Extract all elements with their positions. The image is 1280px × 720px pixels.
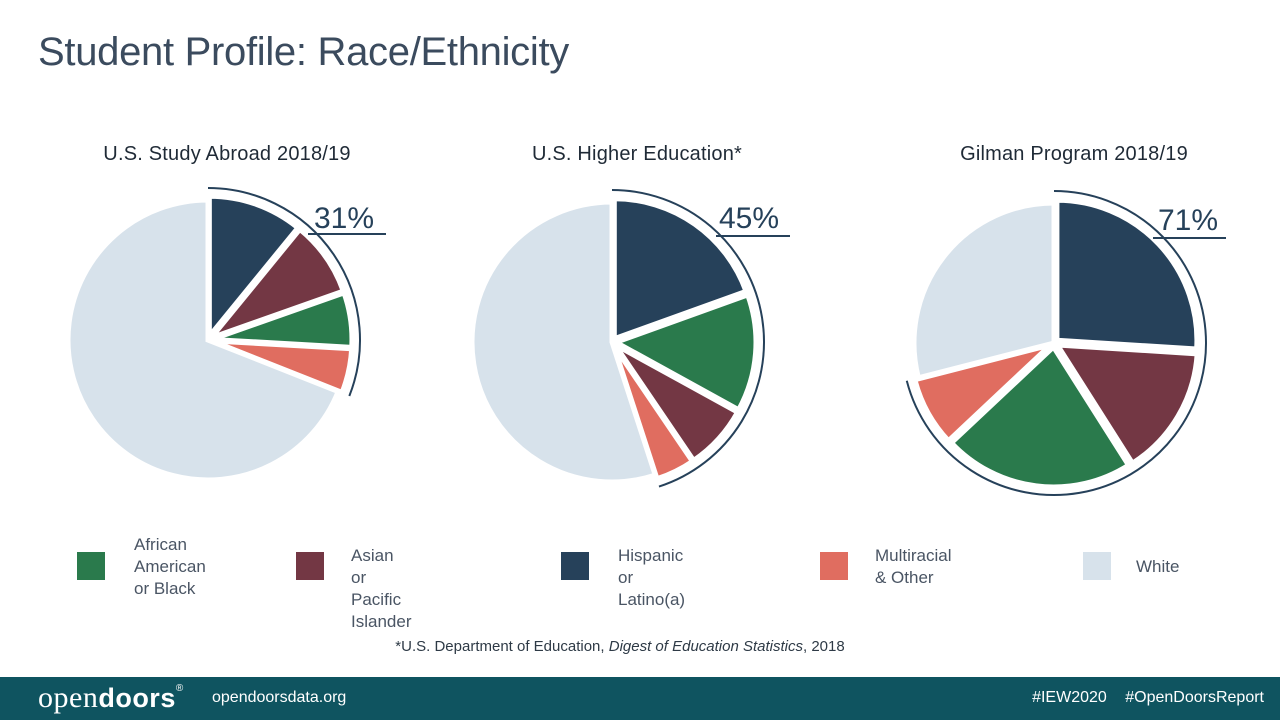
- hashtags: #IEW2020 #OpenDoorsReport: [1018, 689, 1264, 707]
- legend-label-african-american: African American or Black: [134, 535, 206, 598]
- legend-swatch-multiracial: [820, 552, 848, 580]
- pie-2-slice-multiracial: [911, 342, 1053, 445]
- legend-swatch-white: [1083, 552, 1111, 580]
- legend-label-white: White: [1136, 557, 1180, 576]
- logo-text-doors: doors: [98, 683, 176, 713]
- pie-2-bracket: [905, 190, 1207, 496]
- footer-bar: opendoors® opendoorsdata.org #IEW2020 #O…: [0, 677, 1280, 720]
- legend-label-multiracial: Multiracial & Other: [875, 546, 952, 587]
- pie-0-slice-hispanic: [206, 193, 302, 344]
- pie-1-slice-hispanic: [611, 196, 750, 343]
- registered-mark: ®: [175, 683, 184, 694]
- chart-title-study-abroad: U.S. Study Abroad 2018/19: [103, 143, 351, 165]
- pie-0-bracket: [207, 187, 361, 397]
- legend-swatch-asian-pacific: [296, 552, 324, 580]
- pie-1-percent-label: 45%: [719, 202, 779, 235]
- footnote-prefix: *U.S. Department of Education,: [395, 638, 609, 655]
- footnote: *U.S. Department of Education, Digest of…: [0, 638, 1240, 655]
- page-title: Student Profile: Race/Ethnicity: [38, 30, 569, 74]
- hashtag-iew: #IEW2020: [1032, 689, 1107, 706]
- pie-2-slice-african-american: [947, 343, 1132, 490]
- pie-1-slice-white: [469, 199, 659, 485]
- legend-swatch-african-american: [77, 552, 105, 580]
- pie-2-slice-white: [911, 200, 1057, 381]
- legend-swatch-hispanic: [561, 552, 589, 580]
- chart-title-higher-education: U.S. Higher Education*: [531, 143, 743, 165]
- pie-0-slice-white: [65, 197, 342, 483]
- logo-text-open: open: [38, 681, 99, 714]
- hashtag-opendoors: #OpenDoorsReport: [1125, 689, 1264, 706]
- pie-1-slice-multiracial: [611, 344, 696, 482]
- footnote-suffix: , 2018: [803, 638, 845, 655]
- legend-label-hispanic: Hispanic or Latino(a): [618, 546, 686, 609]
- site-link[interactable]: opendoorsdata.org: [212, 689, 347, 706]
- footnote-source: Digest of Education Statistics: [608, 638, 803, 655]
- pie-1-slice-african-american: [609, 291, 759, 414]
- pie-0-percent-label: 31%: [314, 202, 374, 235]
- pie-charts: 31% 45% 71%: [65, 187, 1226, 496]
- pie-2-percent-label: 71%: [1158, 204, 1218, 237]
- chart-title-gilman: Gilman Program 2018/19: [960, 143, 1188, 165]
- pie-1-bracket: [611, 189, 765, 488]
- legend-label-asian-pacific: Asian or Pacific Islander: [351, 546, 412, 631]
- pie-2-slice-hispanic: [1054, 197, 1200, 352]
- opendoors-logo[interactable]: opendoors®: [38, 681, 184, 715]
- pie-2-slice-asian-pacific: [1052, 342, 1200, 467]
